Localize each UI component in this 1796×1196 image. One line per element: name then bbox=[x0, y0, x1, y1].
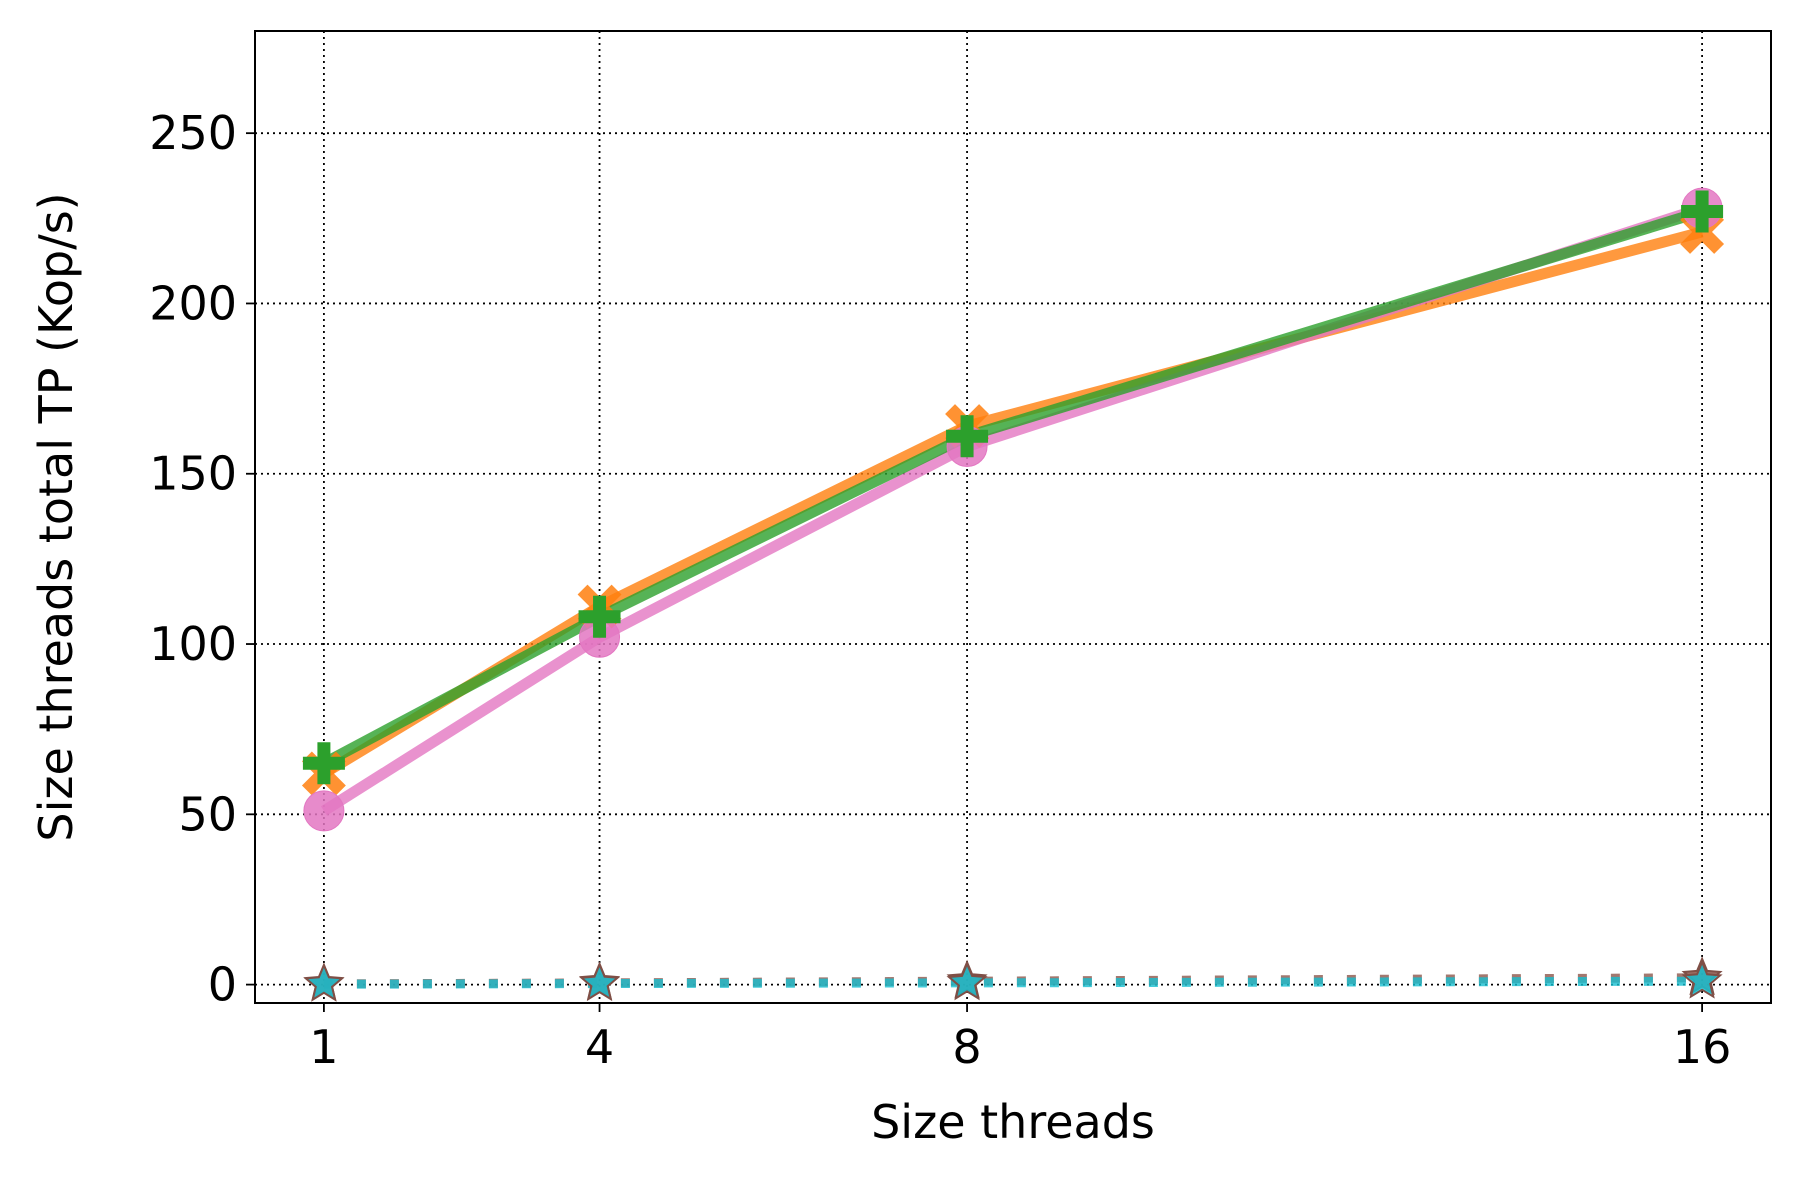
series-line bbox=[320, 202, 1704, 816]
y-tick-label: 100 bbox=[149, 617, 237, 671]
marker bbox=[946, 961, 988, 1001]
series-line bbox=[321, 206, 1704, 769]
y-tick-label: 0 bbox=[208, 958, 237, 1012]
plot-frame bbox=[254, 30, 1772, 1004]
marker bbox=[1681, 959, 1723, 999]
marker bbox=[578, 961, 621, 1002]
y-tick-label: 150 bbox=[149, 447, 237, 501]
marker bbox=[578, 595, 621, 638]
y-axis-label: Size threads total TP (Kop/s) bbox=[29, 192, 83, 841]
marker bbox=[302, 742, 345, 785]
y-tick-label: 200 bbox=[149, 276, 237, 330]
x-axis-label: Size threads bbox=[871, 1095, 1155, 1149]
marker bbox=[946, 415, 989, 458]
x-tick-label: 16 bbox=[1673, 1020, 1732, 1074]
x-tick-label: 1 bbox=[309, 1020, 338, 1074]
marker bbox=[303, 962, 345, 1002]
y-tick-label: 250 bbox=[149, 106, 237, 160]
marker bbox=[303, 790, 345, 832]
x-tick-label: 8 bbox=[952, 1020, 981, 1074]
series-line bbox=[321, 226, 1704, 779]
y-tick-label: 50 bbox=[178, 787, 237, 841]
marker bbox=[1681, 190, 1724, 233]
x-tick-label: 4 bbox=[585, 1020, 614, 1074]
series-line bbox=[323, 976, 1703, 989]
